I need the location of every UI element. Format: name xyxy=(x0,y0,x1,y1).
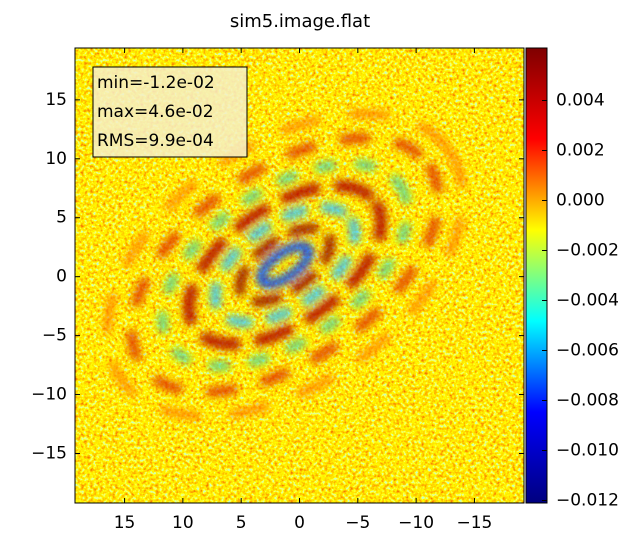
stats-text: min=-1.2e-02 xyxy=(97,73,215,93)
chart-title: sim5.image.flat xyxy=(230,11,370,32)
structure xyxy=(103,109,467,421)
y-tick-label: 5 xyxy=(56,208,67,228)
colorbar-tick-label: 0.002 xyxy=(556,141,605,161)
colorbar-tick-label: 0.004 xyxy=(556,91,605,111)
colorbar-tick-label: −0.002 xyxy=(556,241,619,261)
x-tick-label: −5 xyxy=(345,513,370,533)
x-tick-label: −15 xyxy=(456,513,492,533)
colorbar-tick-label: 0.000 xyxy=(556,191,605,211)
x-tick-label: 5 xyxy=(236,513,247,533)
colorbar-tick-label: −0.012 xyxy=(556,491,619,511)
y-tick-label: 10 xyxy=(45,149,67,169)
stats-box xyxy=(92,66,248,158)
x-tick-label: 0 xyxy=(294,513,305,533)
stats-text: max=4.6e-02 xyxy=(97,102,214,122)
x-tick-label: 15 xyxy=(114,513,136,533)
stats-text: RMS=9.9e-04 xyxy=(97,131,214,151)
y-tick-label: 15 xyxy=(45,90,67,110)
y-tick-label: 0 xyxy=(56,267,67,287)
y-tick-label: −10 xyxy=(31,385,67,405)
colorbar-tick-label: −0.006 xyxy=(556,341,619,361)
colorbar-tick-label: −0.004 xyxy=(556,291,619,311)
y-tick-label: −5 xyxy=(42,326,67,346)
y-tick-label: −15 xyxy=(31,443,67,463)
colorbar-tick-label: −0.008 xyxy=(556,391,619,411)
colorbar xyxy=(525,47,548,504)
x-tick-label: 10 xyxy=(172,513,194,533)
x-tick-label: −10 xyxy=(398,513,434,533)
colorbar-tick-label: −0.010 xyxy=(556,441,619,461)
